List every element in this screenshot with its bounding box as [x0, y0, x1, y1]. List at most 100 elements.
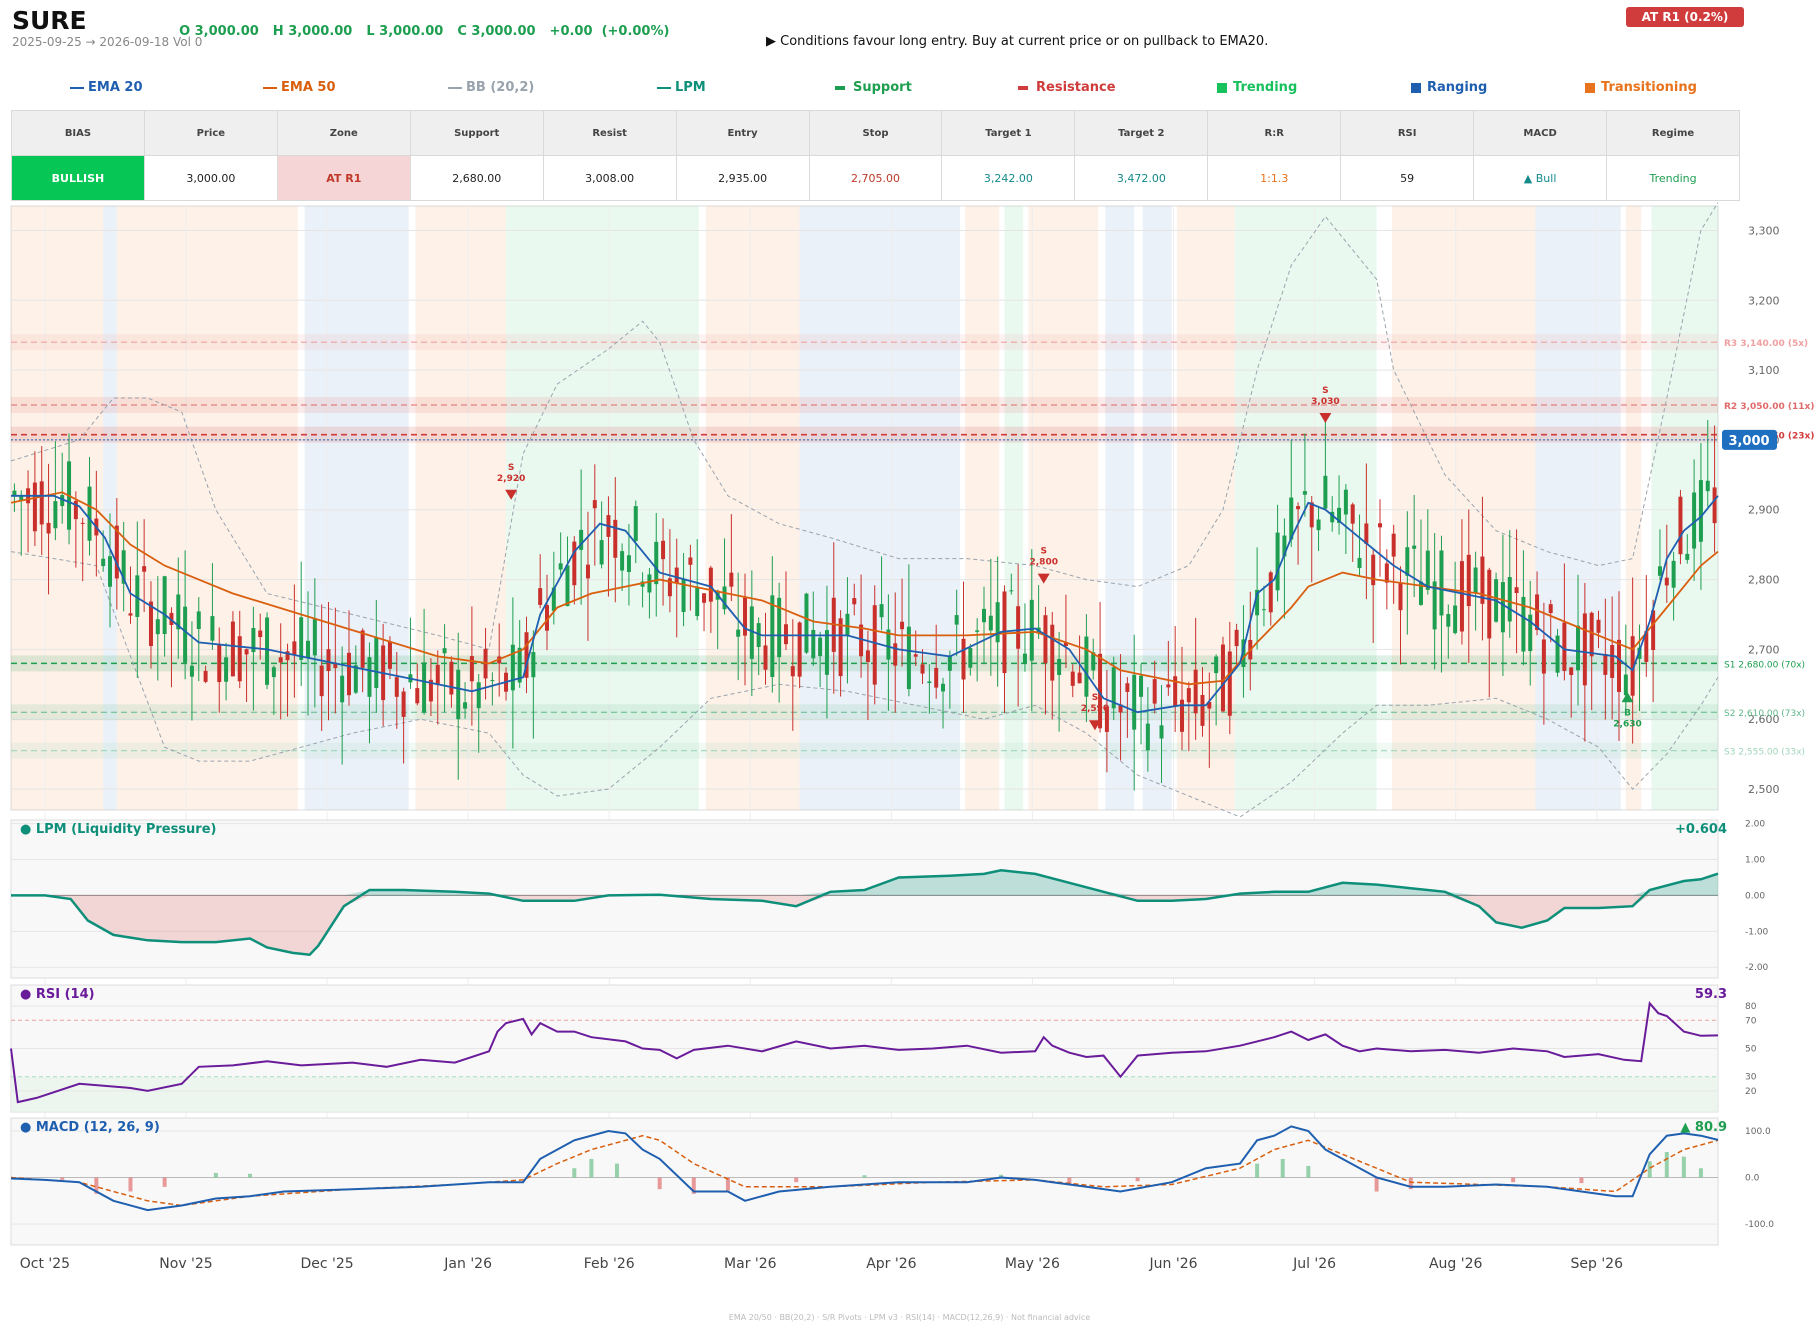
- candle: [401, 687, 406, 764]
- x-axis-tick-label: Apr '26: [866, 1256, 916, 1272]
- candle-body: [688, 557, 693, 565]
- price-y-tick-label: 3,200: [1748, 294, 1780, 307]
- candle-body: [592, 500, 597, 509]
- candle: [1214, 654, 1219, 726]
- macd-histogram-bar: [725, 1177, 730, 1191]
- candle-body: [1091, 652, 1096, 671]
- candle: [271, 665, 276, 715]
- candle-body: [1507, 577, 1512, 622]
- x-axis-tick-label: Jul '26: [1292, 1256, 1336, 1272]
- candle: [1664, 524, 1669, 603]
- candle-body: [1692, 492, 1697, 549]
- candle: [1453, 561, 1458, 635]
- value-rr: 1:1.3: [1207, 155, 1342, 201]
- candle: [695, 539, 700, 621]
- candle-body: [306, 640, 311, 658]
- legend-swatch: [448, 86, 462, 89]
- candle: [1029, 549, 1034, 712]
- candle-body: [1514, 587, 1519, 594]
- lpm-line: [11, 869, 1719, 957]
- candle-body: [626, 555, 631, 573]
- candle: [633, 500, 638, 564]
- candle: [749, 570, 754, 696]
- candle: [1186, 681, 1191, 752]
- candle-body: [312, 618, 317, 656]
- candle: [135, 521, 140, 678]
- candle: [394, 651, 399, 729]
- candle-body: [387, 641, 392, 669]
- candle-body: [1582, 613, 1587, 686]
- legend-label: Resistance: [1036, 80, 1116, 95]
- candle: [510, 597, 515, 749]
- value-price: 3,000.00: [143, 155, 278, 201]
- candle-body: [1166, 684, 1171, 688]
- buy-signal-marker: [1621, 692, 1634, 703]
- candle-body: [572, 541, 577, 586]
- candle-body: [777, 597, 782, 658]
- candle: [620, 543, 625, 591]
- macd-panel-title: ● MACD (12, 26, 9): [20, 1120, 160, 1135]
- candle: [688, 544, 693, 611]
- candle: [722, 538, 727, 615]
- candle: [920, 649, 925, 685]
- price-y-tick-label: 2,900: [1748, 504, 1780, 517]
- candle: [524, 616, 529, 694]
- candle: [387, 636, 392, 680]
- candle-body: [1671, 560, 1676, 588]
- summary-header-row: BIAS Price Zone Support Resist Entry Sto…: [11, 110, 1740, 156]
- candle: [60, 452, 65, 524]
- signal-letter: S: [1092, 693, 1098, 703]
- candle: [1507, 530, 1512, 638]
- candle: [1657, 529, 1662, 581]
- regime-band: [1176, 206, 1235, 810]
- x-axis-tick-label: Aug '26: [1429, 1256, 1483, 1272]
- candle: [886, 594, 891, 711]
- candle-body: [203, 670, 208, 682]
- zone-badge: AT R1 (0.2%): [1626, 7, 1744, 27]
- candle: [1364, 463, 1369, 600]
- candle: [1009, 573, 1014, 595]
- candle-body: [1145, 723, 1150, 751]
- header-regime: Regime: [1606, 110, 1740, 156]
- candle-body: [995, 602, 1000, 643]
- candle: [1316, 507, 1321, 551]
- candle-body: [1459, 561, 1464, 632]
- candle-body: [1576, 625, 1581, 671]
- candle-body: [1193, 669, 1198, 714]
- candle-body: [1378, 523, 1383, 528]
- rsi-panel-title: ● RSI (14): [20, 987, 95, 1002]
- candle-body: [1084, 636, 1089, 697]
- open-value: O 3,000.00: [179, 24, 259, 39]
- macd-y-tick-label: 100.0: [1745, 1127, 1771, 1137]
- macd-histogram-bar: [614, 1163, 619, 1178]
- candle: [435, 650, 440, 725]
- candle: [456, 632, 461, 780]
- candle-body: [941, 683, 946, 692]
- level-label: S2 2,610.00 (73x): [1724, 709, 1805, 719]
- candle: [1043, 606, 1048, 715]
- candle: [1487, 567, 1492, 698]
- candle: [538, 554, 543, 609]
- candle-body: [1159, 725, 1164, 739]
- candle-body: [1009, 590, 1014, 592]
- rsi-y-tick-label: 70: [1745, 1016, 1757, 1026]
- macd-histogram-bar: [60, 1177, 65, 1180]
- candle-body: [1541, 639, 1546, 674]
- candle: [46, 463, 51, 595]
- macd-histogram-bar: [1664, 1151, 1669, 1178]
- candle-body: [46, 522, 51, 534]
- candle: [1337, 475, 1342, 535]
- candle-body: [954, 615, 959, 625]
- candle-body: [1466, 554, 1471, 607]
- macd-histogram-bar: [999, 1174, 1004, 1178]
- macd-histogram-bar: [1408, 1177, 1413, 1190]
- value-stop: 2,705.00: [808, 155, 943, 201]
- candle-body: [1610, 645, 1615, 678]
- macd-histogram-bar: [247, 1173, 252, 1178]
- ema50-line: [10, 491, 1719, 686]
- legend-swatch: [1217, 82, 1227, 93]
- candle-body: [299, 617, 304, 660]
- candle: [1111, 656, 1116, 721]
- chart-footer: EMA 20/50 · BB(20,2) · S/R Pivots · LPM …: [728, 1313, 1091, 1322]
